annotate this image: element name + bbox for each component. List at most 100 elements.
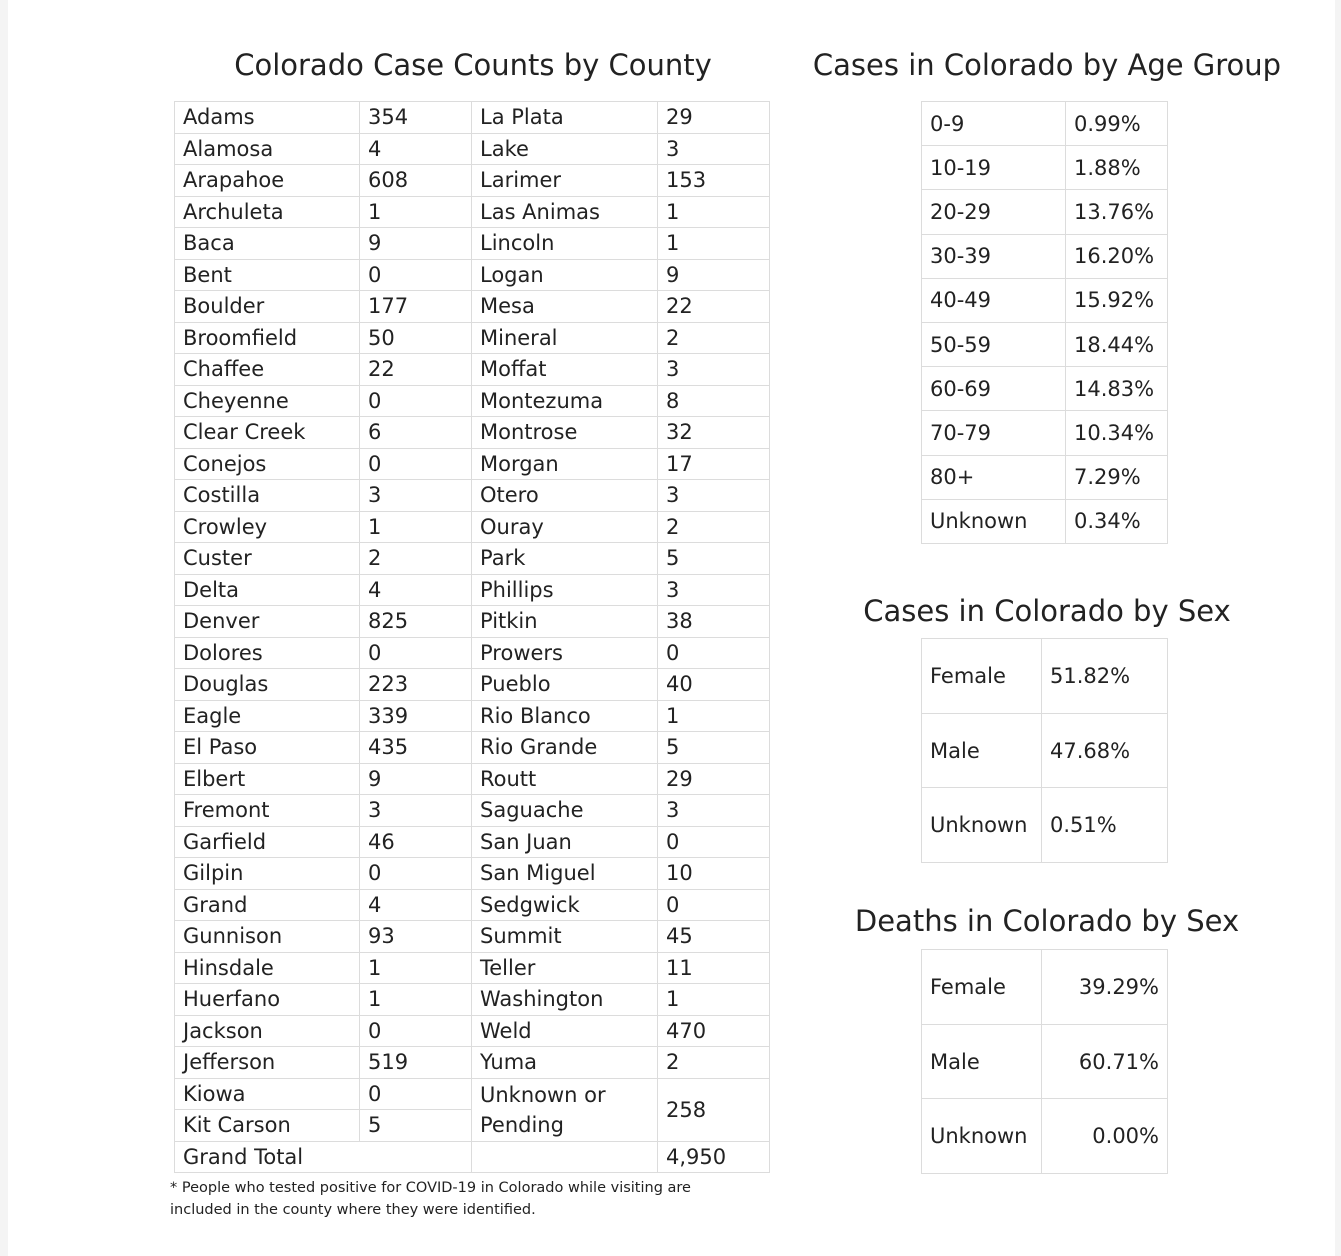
county-count: 608 [359, 164, 472, 197]
county-name: Crowley [174, 510, 360, 543]
county-name: Broomfield [174, 321, 360, 354]
age-label: 20-29 [921, 189, 1066, 235]
county-count: 40 [657, 668, 770, 701]
county-name: Costilla [174, 479, 360, 512]
county-name: Bent [174, 258, 360, 291]
county-name: Gunnison [174, 920, 360, 953]
county-name: Elbert [174, 762, 360, 795]
county-name: Kiowa [174, 1077, 360, 1110]
county-name: El Paso [174, 731, 360, 764]
county-count: 2 [657, 510, 770, 543]
age-value: 7.29% [1065, 454, 1168, 500]
age-label: 70-79 [921, 410, 1066, 456]
county-name: Unknown or Pending [471, 1077, 658, 1142]
county-name: Custer [174, 542, 360, 575]
county-name: Rio Grande [471, 731, 658, 764]
age-value: 0.99% [1065, 101, 1168, 147]
deaths-label: Male [921, 1023, 1042, 1100]
county-count: 519 [359, 1046, 472, 1079]
county-count: 3 [657, 794, 770, 827]
county-name: Routt [471, 762, 658, 795]
county-count: 0 [359, 258, 472, 291]
county-name: Saguache [471, 794, 658, 827]
county-name: Hinsdale [174, 951, 360, 984]
total-label: Grand Total [174, 1140, 472, 1173]
age-value: 18.44% [1065, 322, 1168, 368]
county-name: Logan [471, 258, 658, 291]
county-name: Moffat [471, 353, 658, 386]
county-count: 0 [359, 1077, 472, 1110]
county-count: 45 [657, 920, 770, 953]
sex-value: 47.68% [1041, 712, 1168, 789]
county-count: 0 [657, 636, 770, 669]
county-name: Rio Blanco [471, 699, 658, 732]
county-count: 1 [657, 227, 770, 260]
county-count: 11 [657, 951, 770, 984]
county-count: 8 [657, 384, 770, 417]
county-count: 2 [359, 542, 472, 575]
county-name: Fremont [174, 794, 360, 827]
county-count: 0 [359, 447, 472, 480]
county-count: 3 [359, 479, 472, 512]
county-name: Lincoln [471, 227, 658, 260]
sex-value: 0.51% [1041, 787, 1168, 864]
county-count: 5 [657, 542, 770, 575]
county-count: 93 [359, 920, 472, 953]
county-count: 9 [359, 762, 472, 795]
county-count: 3 [657, 353, 770, 386]
county-name: Conejos [174, 447, 360, 480]
age-label: 10-19 [921, 145, 1066, 191]
county-count: 1 [657, 195, 770, 228]
county-name: Garfield [174, 825, 360, 858]
county-name: San Miguel [471, 857, 658, 890]
county-name: Larimer [471, 164, 658, 197]
county-name: Dolores [174, 636, 360, 669]
sex-label: Unknown [921, 787, 1042, 864]
county-count: 22 [657, 290, 770, 323]
age-label: 30-39 [921, 233, 1066, 279]
county-name: Archuleta [174, 195, 360, 228]
age-label: 60-69 [921, 366, 1066, 412]
county-count: 0 [359, 636, 472, 669]
county-name: San Juan [471, 825, 658, 858]
county-count: 825 [359, 605, 472, 638]
county-count: 0 [359, 857, 472, 890]
county-name: Sedgwick [471, 888, 658, 921]
age-label: 0-9 [921, 101, 1066, 147]
age-value: 15.92% [1065, 277, 1168, 323]
county-name: Huerfano [174, 983, 360, 1016]
county-count: 470 [657, 1014, 770, 1047]
deaths-label: Female [921, 949, 1042, 1025]
county-name: Kit Carson [174, 1109, 360, 1142]
county-count: 0 [359, 384, 472, 417]
age-title: Cases in Colorado by Age Group [812, 48, 1282, 82]
age-value: 13.76% [1065, 189, 1168, 235]
county-name: Clear Creek [174, 416, 360, 449]
sex-label: Male [921, 712, 1042, 789]
age-label: 50-59 [921, 322, 1066, 368]
sex-label: Female [921, 638, 1042, 714]
county-count: 50 [359, 321, 472, 354]
age-value: 1.88% [1065, 145, 1168, 191]
county-name: Grand [174, 888, 360, 921]
county-count: 6 [359, 416, 472, 449]
county-count: 354 [359, 101, 472, 134]
county-count: 0 [657, 825, 770, 858]
county-count: 4 [359, 888, 472, 921]
county-name: Las Animas [471, 195, 658, 228]
county-count: 3 [359, 794, 472, 827]
county-name: Douglas [174, 668, 360, 701]
county-name: Boulder [174, 290, 360, 323]
county-name: Eagle [174, 699, 360, 732]
county-name: La Plata [471, 101, 658, 134]
county-count: 10 [657, 857, 770, 890]
county-count: 1 [359, 983, 472, 1016]
county-count: 22 [359, 353, 472, 386]
deaths-value: 0.00% [1041, 1098, 1168, 1175]
county-name: Adams [174, 101, 360, 134]
county-name: Chaffee [174, 353, 360, 386]
deaths-value: 39.29% [1041, 949, 1168, 1025]
county-name: Jackson [174, 1014, 360, 1047]
county-count: 258 [657, 1077, 770, 1142]
county-count: 153 [657, 164, 770, 197]
